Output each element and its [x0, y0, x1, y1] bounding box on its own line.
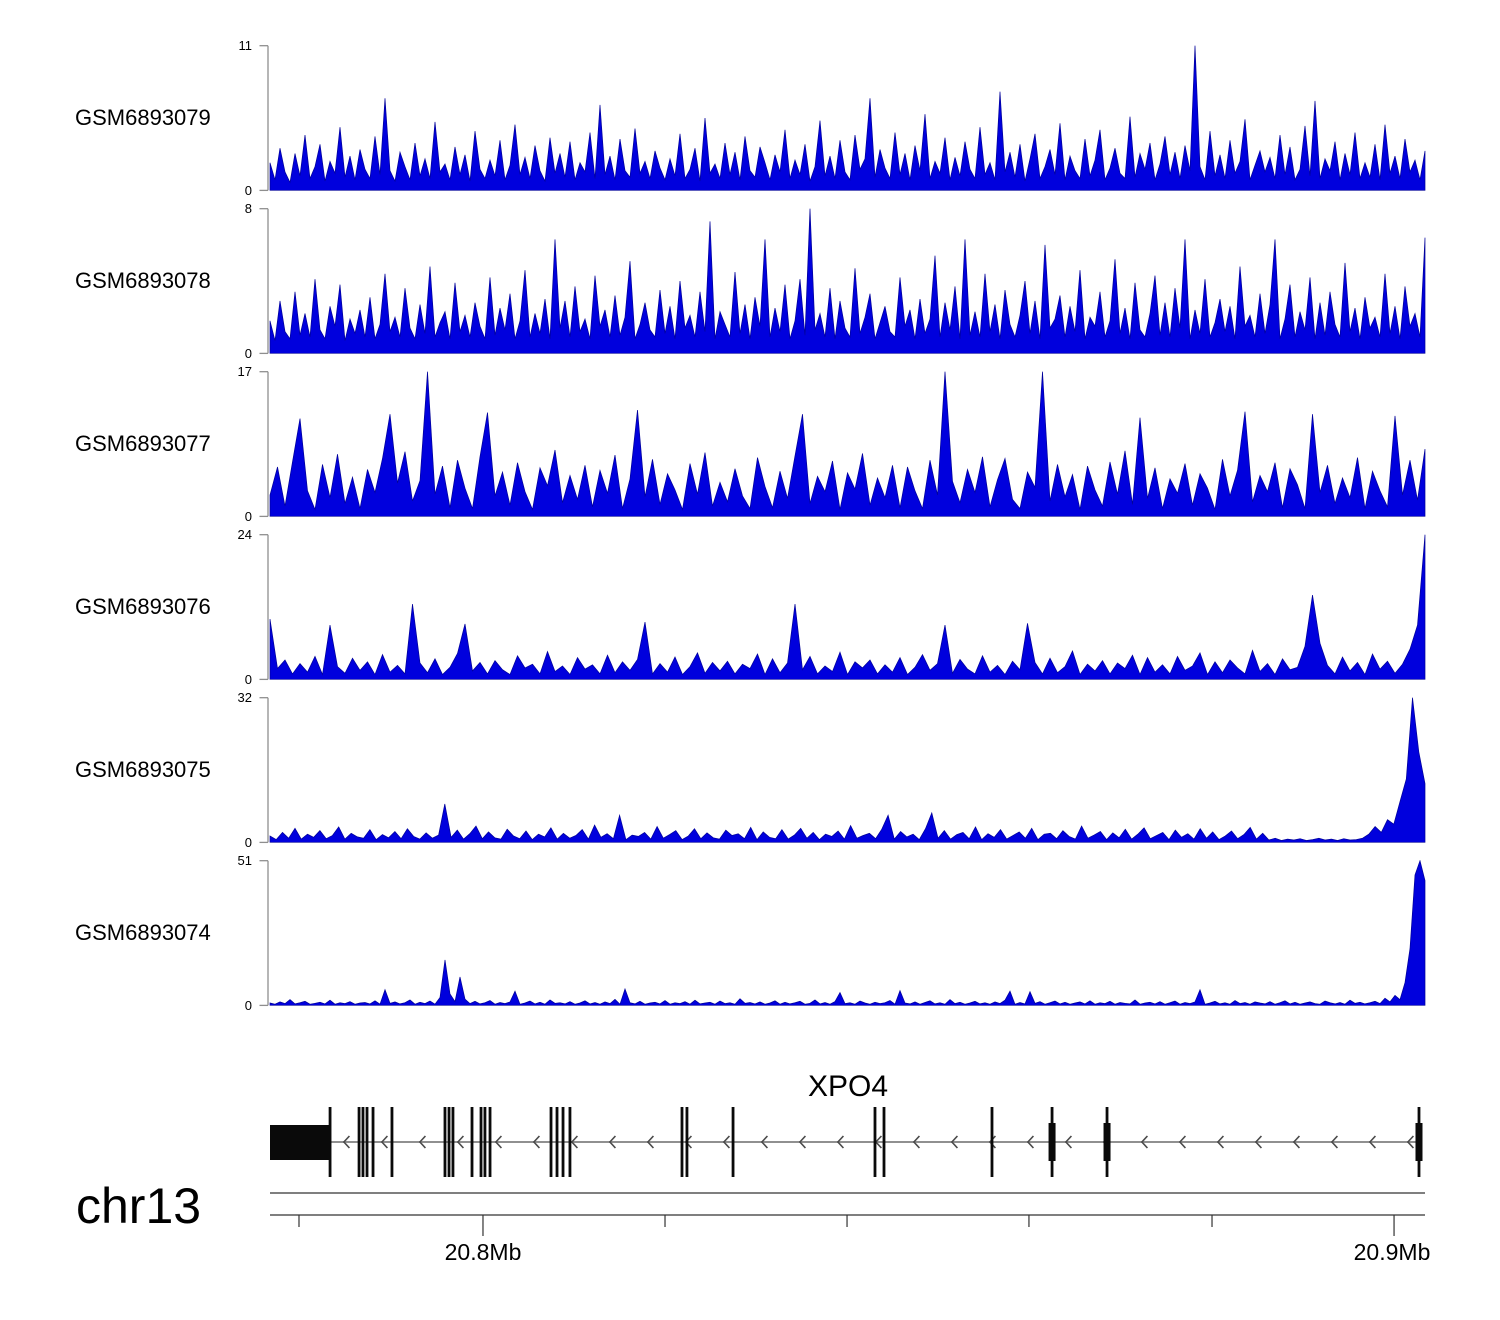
yaxis-max-label: 17 — [237, 364, 252, 379]
sample-label: GSM6893078 — [75, 268, 211, 293]
axis-tick-label-left: 20.8Mb — [444, 1239, 522, 1265]
coverage-svg — [259, 860, 1426, 1007]
coverage-svg — [259, 371, 1426, 518]
sample-label: GSM6893076 — [75, 594, 211, 619]
yaxis-max-label: 24 — [237, 527, 252, 542]
sample-label: GSM6893079 — [75, 105, 211, 130]
yaxis-max-label: 51 — [237, 853, 252, 868]
yaxis-zero-label: 0 — [244, 346, 252, 361]
coverage-svg — [259, 45, 1426, 192]
sample-label: GSM6893074 — [75, 920, 211, 945]
yaxis-zero-label: 0 — [244, 183, 252, 198]
gene-model-svg — [270, 1107, 1423, 1177]
yaxis-max-label: 11 — [238, 38, 253, 53]
yaxis-zero-label: 0 — [244, 998, 252, 1013]
yaxis-max-label: 32 — [237, 690, 252, 705]
yaxis-zero-label: 0 — [244, 835, 252, 850]
yaxis-zero-label: 0 — [244, 509, 252, 524]
coverage-svg — [259, 208, 1426, 355]
gene-name-label: XPO4 — [807, 1070, 889, 1103]
sample-label: GSM6893075 — [75, 757, 211, 782]
sample-label: GSM6893077 — [75, 431, 211, 456]
axis-tick-label-right: 20.9Mb — [1353, 1239, 1431, 1265]
coverage-svg — [259, 534, 1426, 681]
genome-axis-svg — [270, 1192, 1425, 1236]
yaxis-zero-label: 0 — [244, 672, 252, 687]
yaxis-max-label: 8 — [244, 201, 252, 216]
chromosome-label: chr13 — [76, 1178, 202, 1234]
coverage-svg — [259, 697, 1426, 844]
